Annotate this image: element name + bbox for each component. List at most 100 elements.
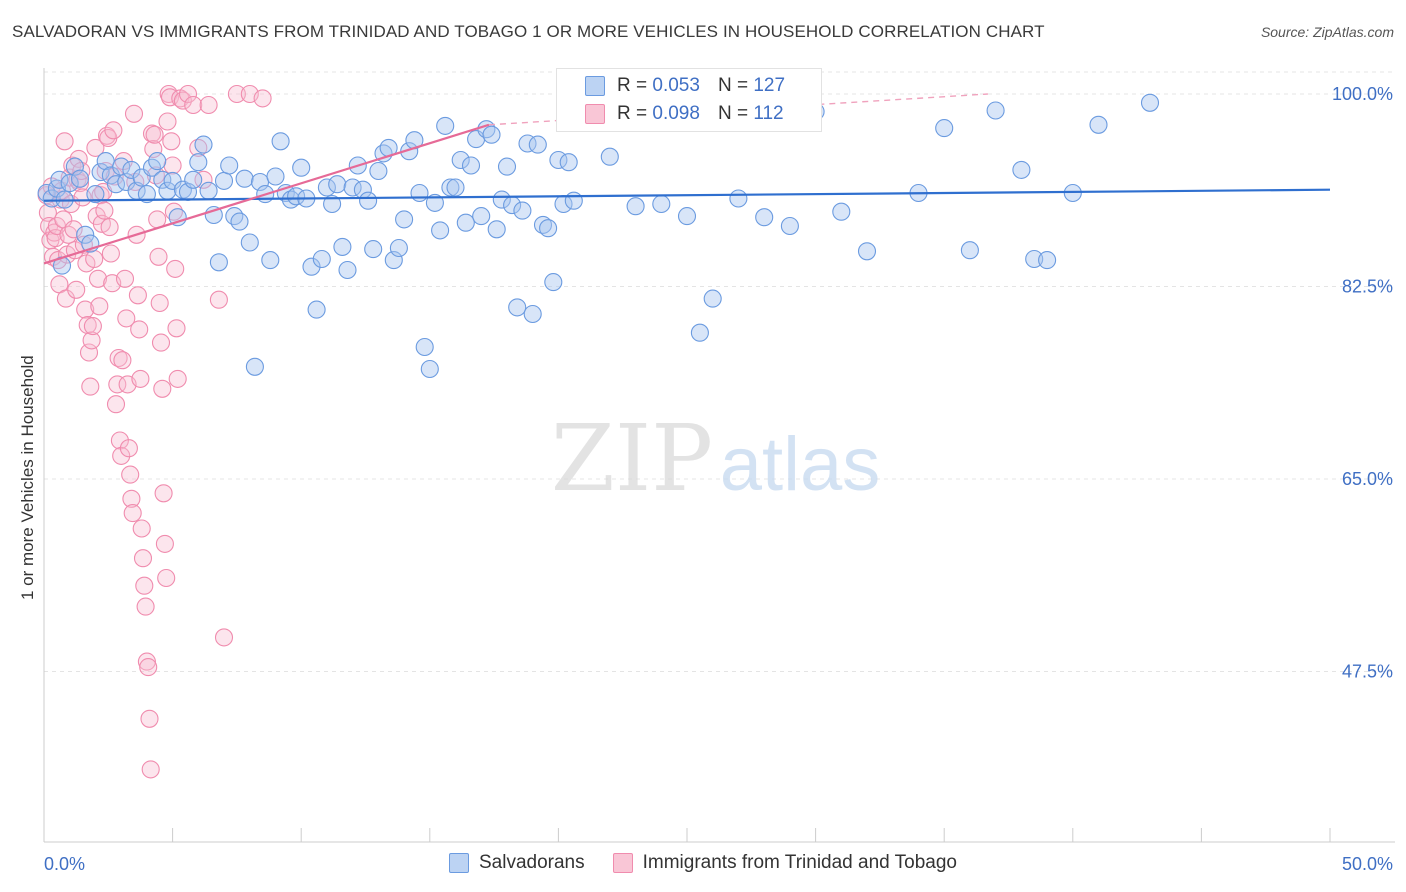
watermark: ZIP atlas <box>551 405 880 512</box>
data-point <box>106 395 126 414</box>
data-point <box>214 628 234 647</box>
data-point <box>425 193 444 212</box>
x-tick-labels: 0.0% 50.0% <box>44 854 1393 874</box>
data-point <box>240 233 259 252</box>
data-point <box>420 359 439 379</box>
trend-line-salvadorans <box>43 188 1331 202</box>
data-point <box>677 207 697 226</box>
data-point <box>374 144 393 163</box>
series-trinidad-tobago <box>37 84 272 779</box>
data-point <box>119 439 138 458</box>
data-point <box>139 658 158 677</box>
data-point <box>986 101 1005 120</box>
data-point <box>266 167 285 186</box>
data-point <box>85 249 104 269</box>
data-point <box>497 157 517 176</box>
data-point <box>1012 160 1031 179</box>
data-point <box>1089 115 1108 134</box>
x-tick-label: 0.0% <box>44 854 85 874</box>
y-tick-label: 65.0% <box>1342 469 1393 489</box>
data-point <box>194 170 213 189</box>
data-point <box>189 138 208 157</box>
data-point <box>523 304 542 324</box>
grid-lines <box>44 71 1395 672</box>
data-point <box>600 147 619 166</box>
data-point <box>115 269 135 288</box>
data-point <box>150 293 169 313</box>
data-point <box>461 156 481 175</box>
y-tick-label: 47.5% <box>1342 662 1393 682</box>
data-point <box>935 119 954 138</box>
data-point <box>220 156 239 175</box>
legend-swatch-pink <box>612 853 633 873</box>
data-point <box>163 156 182 175</box>
trend-lines <box>43 93 1331 265</box>
data-point <box>960 241 979 260</box>
data-point <box>81 377 100 396</box>
data-point <box>235 169 254 188</box>
data-point <box>145 125 164 144</box>
data-point <box>137 652 156 671</box>
data-point <box>42 189 61 208</box>
data-point <box>384 251 403 270</box>
data-point <box>780 216 799 236</box>
data-point <box>626 197 645 216</box>
data-point <box>389 238 408 258</box>
data-point <box>154 484 173 503</box>
legend-n-label: N = <box>717 103 749 124</box>
legend-row-salvadorans: R = 0.053 N = 127 <box>585 73 785 99</box>
data-point <box>101 244 120 263</box>
data-point <box>482 125 501 144</box>
data-point <box>199 181 218 200</box>
legend-r-value: 0.098 <box>652 103 700 124</box>
data-point <box>122 489 141 508</box>
data-point <box>690 323 709 342</box>
series-legend: Salvadorans Immigrants from Trinidad and… <box>0 852 1406 874</box>
data-point <box>86 185 105 204</box>
data-point <box>38 203 57 222</box>
data-point <box>64 220 83 239</box>
legend-item-trinidad[interactable]: Immigrants from Trinidad and Tobago <box>612 852 957 874</box>
data-point <box>415 337 434 357</box>
legend-row-trinidad: R = 0.098 N = 112 <box>585 101 784 127</box>
data-point <box>199 95 218 115</box>
data-point <box>123 504 142 523</box>
legend-r-label: R = <box>617 75 648 96</box>
data-point <box>141 760 160 779</box>
legend-n-value: 127 <box>753 75 786 96</box>
legend-label-trinidad: Immigrants from Trinidad and Tobago <box>642 852 957 873</box>
data-point <box>155 534 174 553</box>
data-point <box>128 286 147 305</box>
data-point <box>137 185 156 204</box>
data-point <box>86 138 105 157</box>
data-point <box>151 333 171 352</box>
data-point <box>50 170 69 189</box>
data-point <box>832 202 851 221</box>
data-point <box>338 260 357 280</box>
data-point <box>487 220 506 239</box>
data-point <box>168 369 187 388</box>
data-point <box>178 84 198 104</box>
data-point <box>528 135 547 154</box>
data-point <box>333 237 352 256</box>
data-point <box>65 157 84 176</box>
data-point <box>131 369 150 388</box>
data-point <box>359 191 378 210</box>
data-point <box>230 212 249 231</box>
data-point <box>149 247 168 266</box>
data-point <box>130 320 149 339</box>
data-point <box>189 153 208 172</box>
data-point <box>104 121 123 140</box>
legend-r-value: 0.053 <box>652 75 700 96</box>
data-point <box>140 709 159 728</box>
legend-n-value: 112 <box>753 103 784 124</box>
data-point <box>472 207 491 226</box>
data-point <box>410 183 429 203</box>
legend-n-label: N = <box>717 75 749 96</box>
data-point <box>492 190 511 209</box>
data-point <box>328 175 347 194</box>
data-point <box>166 259 185 278</box>
legend-item-salvadorans[interactable]: Salvadorans <box>449 852 585 874</box>
y-axis-label: 1 or more Vehicles in Household <box>18 355 37 600</box>
